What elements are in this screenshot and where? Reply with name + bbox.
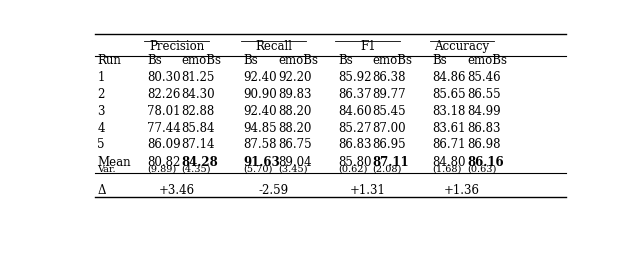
Text: (9.89): (9.89) xyxy=(147,165,176,174)
Text: 85.46: 85.46 xyxy=(467,71,500,84)
Text: emoBs: emoBs xyxy=(182,53,221,66)
Text: 86.83: 86.83 xyxy=(338,138,371,151)
Text: 85.80: 85.80 xyxy=(338,156,371,169)
Text: (2.08): (2.08) xyxy=(372,165,402,174)
Text: 92.40: 92.40 xyxy=(244,105,277,118)
Text: 86.55: 86.55 xyxy=(467,88,500,101)
Text: 84.60: 84.60 xyxy=(338,105,372,118)
Text: 84.80: 84.80 xyxy=(432,156,466,169)
Text: 2: 2 xyxy=(97,88,105,101)
Text: -2.59: -2.59 xyxy=(259,184,289,197)
Text: +1.36: +1.36 xyxy=(444,184,480,197)
Text: 85.92: 85.92 xyxy=(338,71,371,84)
Text: 87.00: 87.00 xyxy=(372,122,406,135)
Text: 92.20: 92.20 xyxy=(278,71,312,84)
Text: 86.37: 86.37 xyxy=(338,88,372,101)
Text: 83.18: 83.18 xyxy=(432,105,465,118)
Text: 87.11: 87.11 xyxy=(372,156,409,169)
Text: (3.45): (3.45) xyxy=(278,165,308,174)
Text: +1.31: +1.31 xyxy=(349,184,386,197)
Text: 87.58: 87.58 xyxy=(244,138,277,151)
Text: 84.28: 84.28 xyxy=(182,156,218,169)
Text: 92.40: 92.40 xyxy=(244,71,277,84)
Text: 77.44: 77.44 xyxy=(147,122,180,135)
Text: 85.45: 85.45 xyxy=(372,105,406,118)
Text: 86.95: 86.95 xyxy=(372,138,406,151)
Text: 94.85: 94.85 xyxy=(244,122,277,135)
Text: 86.38: 86.38 xyxy=(372,71,406,84)
Text: Δ: Δ xyxy=(97,184,106,197)
Text: (0.63): (0.63) xyxy=(467,165,496,174)
Text: 88.20: 88.20 xyxy=(278,105,312,118)
Text: 86.75: 86.75 xyxy=(278,138,312,151)
Text: 5: 5 xyxy=(97,138,105,151)
Text: 87.14: 87.14 xyxy=(182,138,215,151)
Text: 84.86: 84.86 xyxy=(432,71,466,84)
Text: 4: 4 xyxy=(97,122,105,135)
Text: 90.90: 90.90 xyxy=(244,88,277,101)
Text: Bs: Bs xyxy=(244,53,259,66)
Text: 85.65: 85.65 xyxy=(432,88,466,101)
Text: (1.68): (1.68) xyxy=(432,165,461,174)
Text: 91.63: 91.63 xyxy=(244,156,280,169)
Text: 84.99: 84.99 xyxy=(467,105,500,118)
Text: 78.01: 78.01 xyxy=(147,105,180,118)
Text: 89.83: 89.83 xyxy=(278,88,312,101)
Text: +3.46: +3.46 xyxy=(159,184,195,197)
Text: F1: F1 xyxy=(360,40,376,53)
Text: 80.30: 80.30 xyxy=(147,71,180,84)
Text: Var.: Var. xyxy=(97,165,116,174)
Text: (0.62): (0.62) xyxy=(338,165,367,174)
Text: 86.09: 86.09 xyxy=(147,138,180,151)
Text: 82.26: 82.26 xyxy=(147,88,180,101)
Text: 82.88: 82.88 xyxy=(182,105,215,118)
Text: 3: 3 xyxy=(97,105,105,118)
Text: 83.61: 83.61 xyxy=(432,122,466,135)
Text: 85.27: 85.27 xyxy=(338,122,371,135)
Text: Run: Run xyxy=(97,53,121,66)
Text: Recall: Recall xyxy=(255,40,292,53)
Text: Precision: Precision xyxy=(149,40,204,53)
Text: 80.82: 80.82 xyxy=(147,156,180,169)
Text: Bs: Bs xyxy=(432,53,447,66)
Text: 86.83: 86.83 xyxy=(467,122,500,135)
Text: 1: 1 xyxy=(97,71,105,84)
Text: Accuracy: Accuracy xyxy=(435,40,490,53)
Text: emoBs: emoBs xyxy=(372,53,413,66)
Text: Bs: Bs xyxy=(338,53,353,66)
Text: emoBs: emoBs xyxy=(467,53,507,66)
Text: 81.25: 81.25 xyxy=(182,71,215,84)
Text: 88.20: 88.20 xyxy=(278,122,312,135)
Text: 86.71: 86.71 xyxy=(432,138,466,151)
Text: 84.30: 84.30 xyxy=(182,88,215,101)
Text: Mean: Mean xyxy=(97,156,131,169)
Text: (5.70): (5.70) xyxy=(244,165,273,174)
Text: emoBs: emoBs xyxy=(278,53,319,66)
Text: (4.35): (4.35) xyxy=(182,165,211,174)
Text: 86.16: 86.16 xyxy=(467,156,504,169)
Text: 89.04: 89.04 xyxy=(278,156,312,169)
Text: 85.84: 85.84 xyxy=(182,122,215,135)
Text: Bs: Bs xyxy=(147,53,162,66)
Text: 86.98: 86.98 xyxy=(467,138,500,151)
Text: 89.77: 89.77 xyxy=(372,88,406,101)
